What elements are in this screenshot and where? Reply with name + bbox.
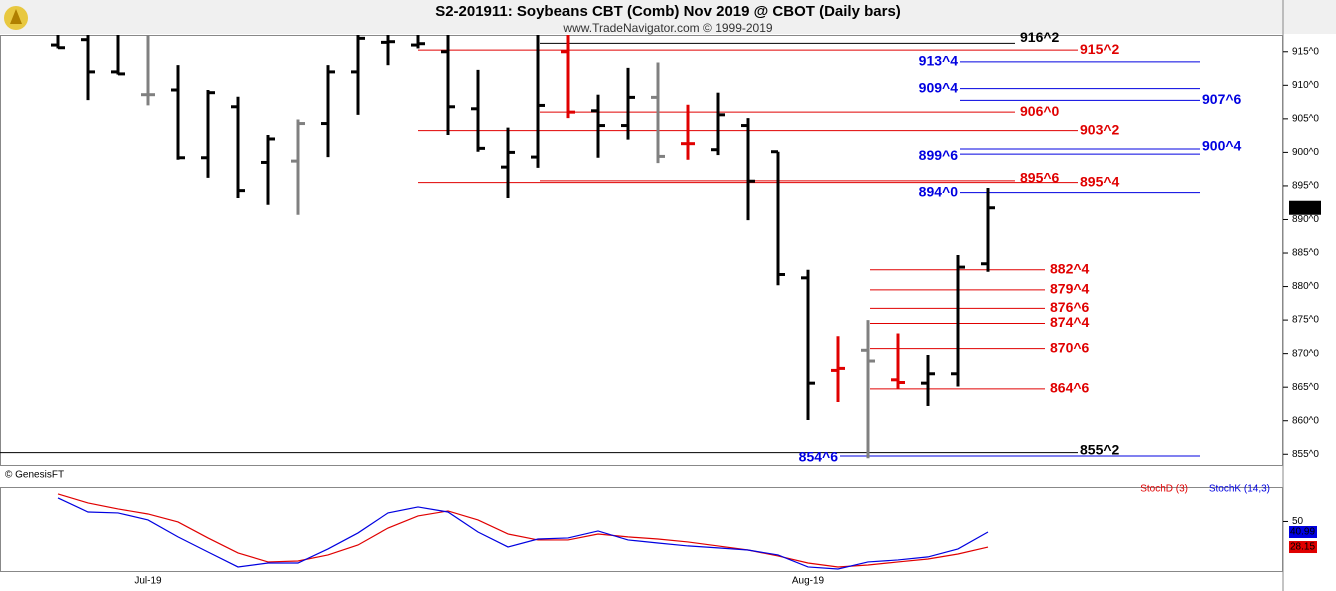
last-price-box	[1289, 200, 1321, 215]
source: © GenesisFT	[5, 470, 64, 481]
level-label: 915^2	[1080, 41, 1120, 57]
stoch-line	[57, 497, 989, 570]
y-tick-label: 915^0	[1292, 46, 1319, 57]
y-tick-label: 910^0	[1292, 80, 1319, 91]
level-label: 906^0	[1020, 103, 1060, 119]
legend-label: StochD (3)	[1140, 484, 1188, 495]
level-label: 899^6	[919, 147, 959, 163]
y-tick-label: 900^0	[1292, 147, 1319, 158]
level-label: 870^6	[1050, 339, 1090, 355]
chart-title: S2-201911: Soybeans CBT (Comb) Nov 2019 …	[435, 3, 901, 20]
level-label: 882^4	[1050, 260, 1090, 276]
stoch-line	[57, 493, 989, 568]
level-label: 855^2	[1080, 441, 1120, 457]
y-tick-label: 895^0	[1292, 181, 1319, 192]
y-tick-label: 855^0	[1292, 449, 1319, 460]
logo	[4, 6, 28, 30]
level-label: 907^6	[1202, 91, 1242, 107]
level-label: 854^6	[799, 449, 839, 465]
level-label: 864^6	[1050, 380, 1090, 396]
y-tick-label: 875^0	[1292, 315, 1319, 326]
last-value-label: 40.99	[1290, 527, 1315, 538]
level-label: 876^6	[1050, 299, 1090, 315]
y-tick-label: 860^0	[1292, 415, 1319, 426]
level-label: 913^4	[919, 53, 959, 69]
y-tick-label: 50	[1292, 516, 1304, 527]
level-label: 909^4	[919, 79, 959, 95]
last-price-label: 891^6	[1290, 202, 1317, 213]
x-tick-label: Jul-19	[134, 576, 162, 587]
y-tick-label: 865^0	[1292, 382, 1319, 393]
level-label: 895^4	[1080, 173, 1120, 189]
level-label: 895^6	[1020, 170, 1060, 186]
last-value-label: 28.15	[1290, 542, 1315, 553]
title-bar	[0, 0, 1336, 34]
last-value-box	[1289, 526, 1317, 539]
y-tick-label: 890^0	[1292, 214, 1319, 225]
y-tick-label: 885^0	[1292, 248, 1319, 259]
y-tick-label: 905^0	[1292, 113, 1319, 124]
level-label: 879^4	[1050, 281, 1090, 297]
watermark: www.TradeNavigator.com © 1999-2019	[562, 21, 772, 35]
level-label: 874^4	[1050, 314, 1090, 330]
level-label: 903^2	[1080, 121, 1120, 137]
legend-label: StochK (14,3)	[1209, 484, 1270, 495]
y-tick-label: 870^0	[1292, 348, 1319, 359]
level-label: 916^2	[1020, 29, 1060, 45]
last-value-box	[1289, 541, 1317, 554]
x-tick-label: Aug-19	[792, 576, 825, 587]
level-label: 894^0	[919, 183, 959, 199]
level-label: 900^4	[1202, 138, 1242, 154]
y-tick-label: 880^0	[1292, 281, 1319, 292]
